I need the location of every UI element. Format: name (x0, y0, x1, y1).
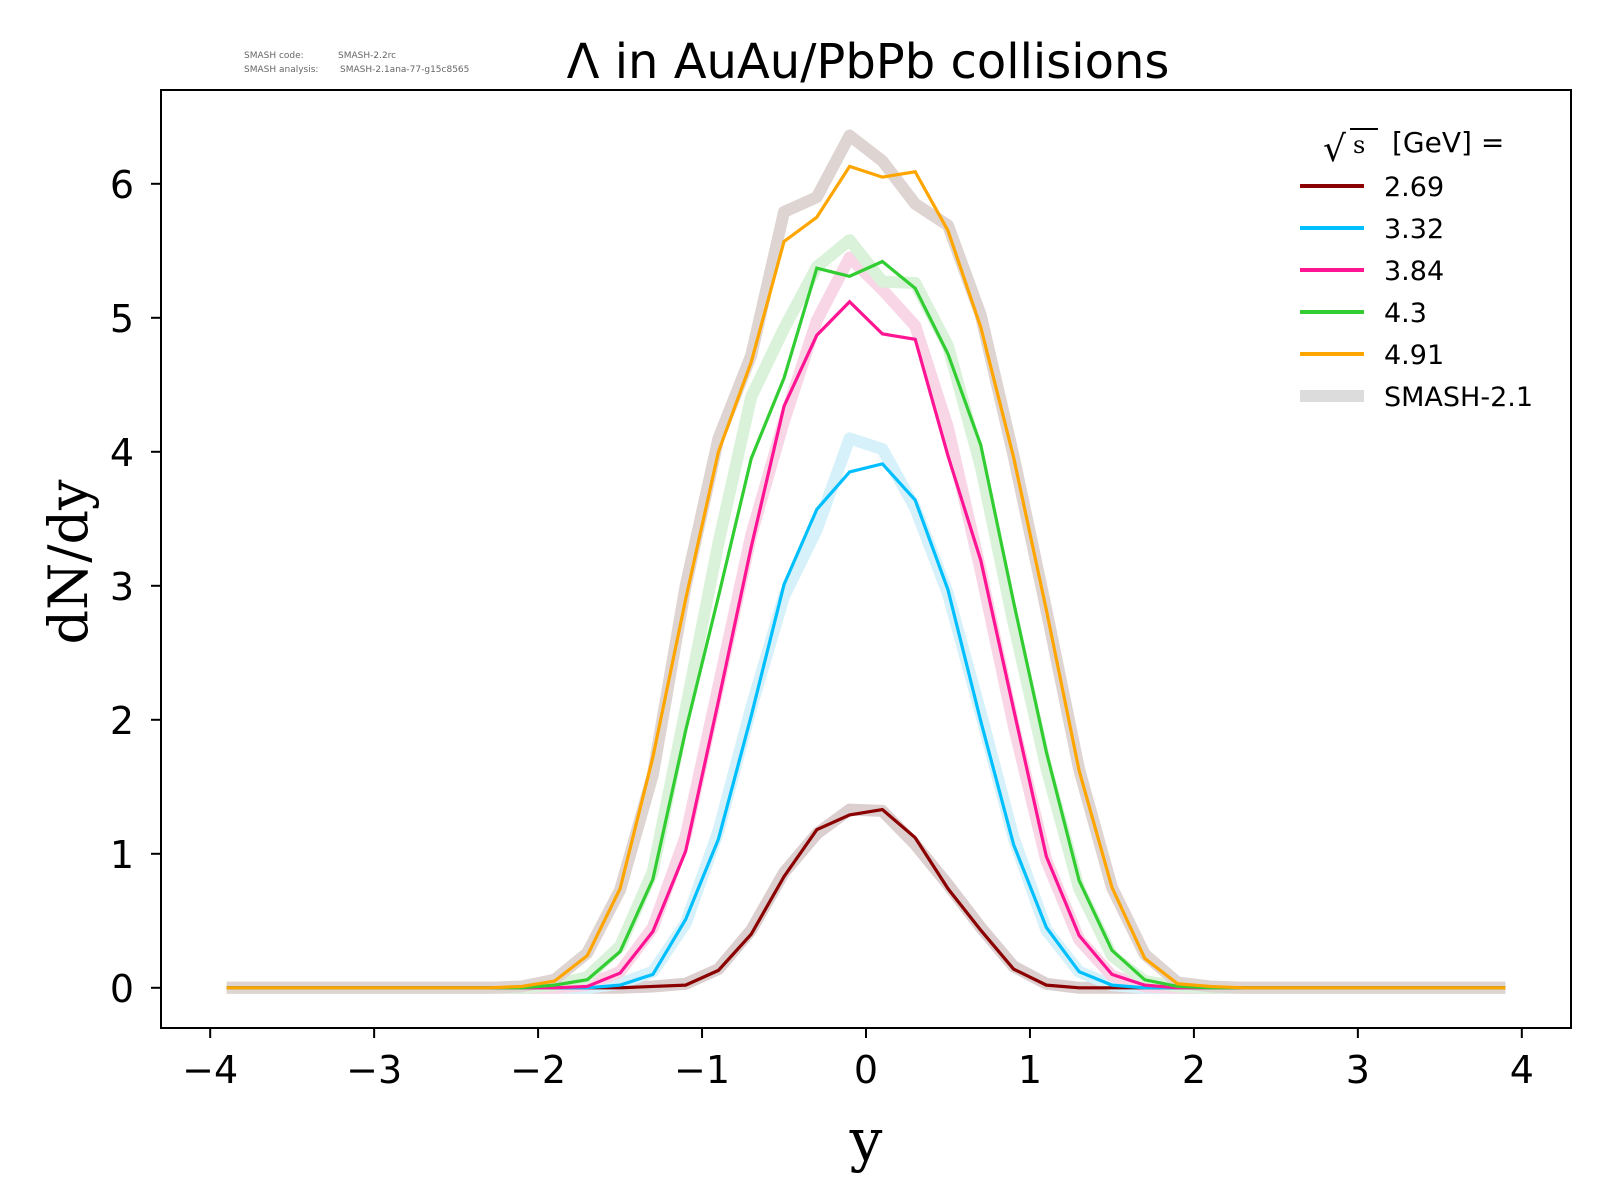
x-tick-label: 3 (1346, 1048, 1370, 1092)
legend-title-prefix: s (1353, 131, 1365, 159)
x-axis: −4 −3 −2 −1 0 1 2 3 4 (182, 1028, 1534, 1092)
reference-curve-3 (226, 251, 1506, 994)
x-tick-label: 0 (854, 1048, 878, 1092)
smash-code-value: SMASH-2.2rc (338, 51, 396, 61)
legend: √ s [GeV] = 2.69 3.32 3.84 4.3 4.91 SMASH-2.1 (1300, 126, 1533, 413)
series-line-4-91 (226, 164, 1506, 990)
x-tick-label: 1 (1018, 1048, 1042, 1092)
smash-code-label: SMASH code: (244, 51, 304, 61)
x-tick-label: −2 (510, 1048, 566, 1092)
series-line-3-32 (226, 462, 1506, 990)
legend-label: 2.69 (1384, 172, 1444, 203)
y-tick-label: 4 (110, 431, 134, 475)
y-tick-label: 0 (110, 967, 134, 1011)
reference-curve-1 (226, 803, 1506, 994)
x-tick-label: 2 (1182, 1048, 1206, 1092)
x-tick-label: −4 (182, 1048, 238, 1092)
series-line-2-69 (226, 807, 1506, 990)
x-tick-label: 4 (1510, 1048, 1534, 1092)
legend-sqrt-symbol: √ (1323, 129, 1346, 170)
y-tick-label: 3 (110, 565, 134, 609)
x-tick-label: −1 (674, 1048, 730, 1092)
y-tick-label: 1 (110, 833, 134, 877)
y-axis-label: dN/dy (37, 479, 100, 645)
legend-label: 4.3 (1384, 298, 1427, 329)
smash-analysis-label: SMASH analysis: (244, 65, 318, 75)
y-axis: 0 1 2 3 4 5 6 (110, 163, 161, 1011)
smash-analysis-value: SMASH-2.1ana-77-g15c8565 (340, 65, 469, 75)
y-tick-label: 5 (110, 297, 134, 341)
legend-label: SMASH-2.1 (1384, 382, 1533, 413)
plot-frame (160, 89, 1572, 1029)
legend-label: 3.84 (1384, 256, 1444, 287)
series-line-3-84 (226, 299, 1506, 990)
x-tick-label: −3 (346, 1048, 402, 1092)
legend-label: 4.91 (1384, 340, 1444, 371)
x-axis-label: y (849, 1106, 883, 1174)
legend-label: 3.32 (1384, 214, 1444, 245)
y-tick-label: 6 (110, 163, 134, 207)
reference-curve-2 (226, 432, 1506, 994)
legend-title: [GeV] = (1392, 126, 1504, 159)
series-line-4-3 (226, 259, 1506, 990)
chart-title: Λ in AuAu/PbPb collisions (567, 34, 1170, 90)
y-tick-label: 2 (110, 699, 134, 743)
plot-area (226, 129, 1506, 994)
legend-entries: 2.69 3.32 3.84 4.3 4.91 SMASH-2.1 (1300, 172, 1533, 413)
